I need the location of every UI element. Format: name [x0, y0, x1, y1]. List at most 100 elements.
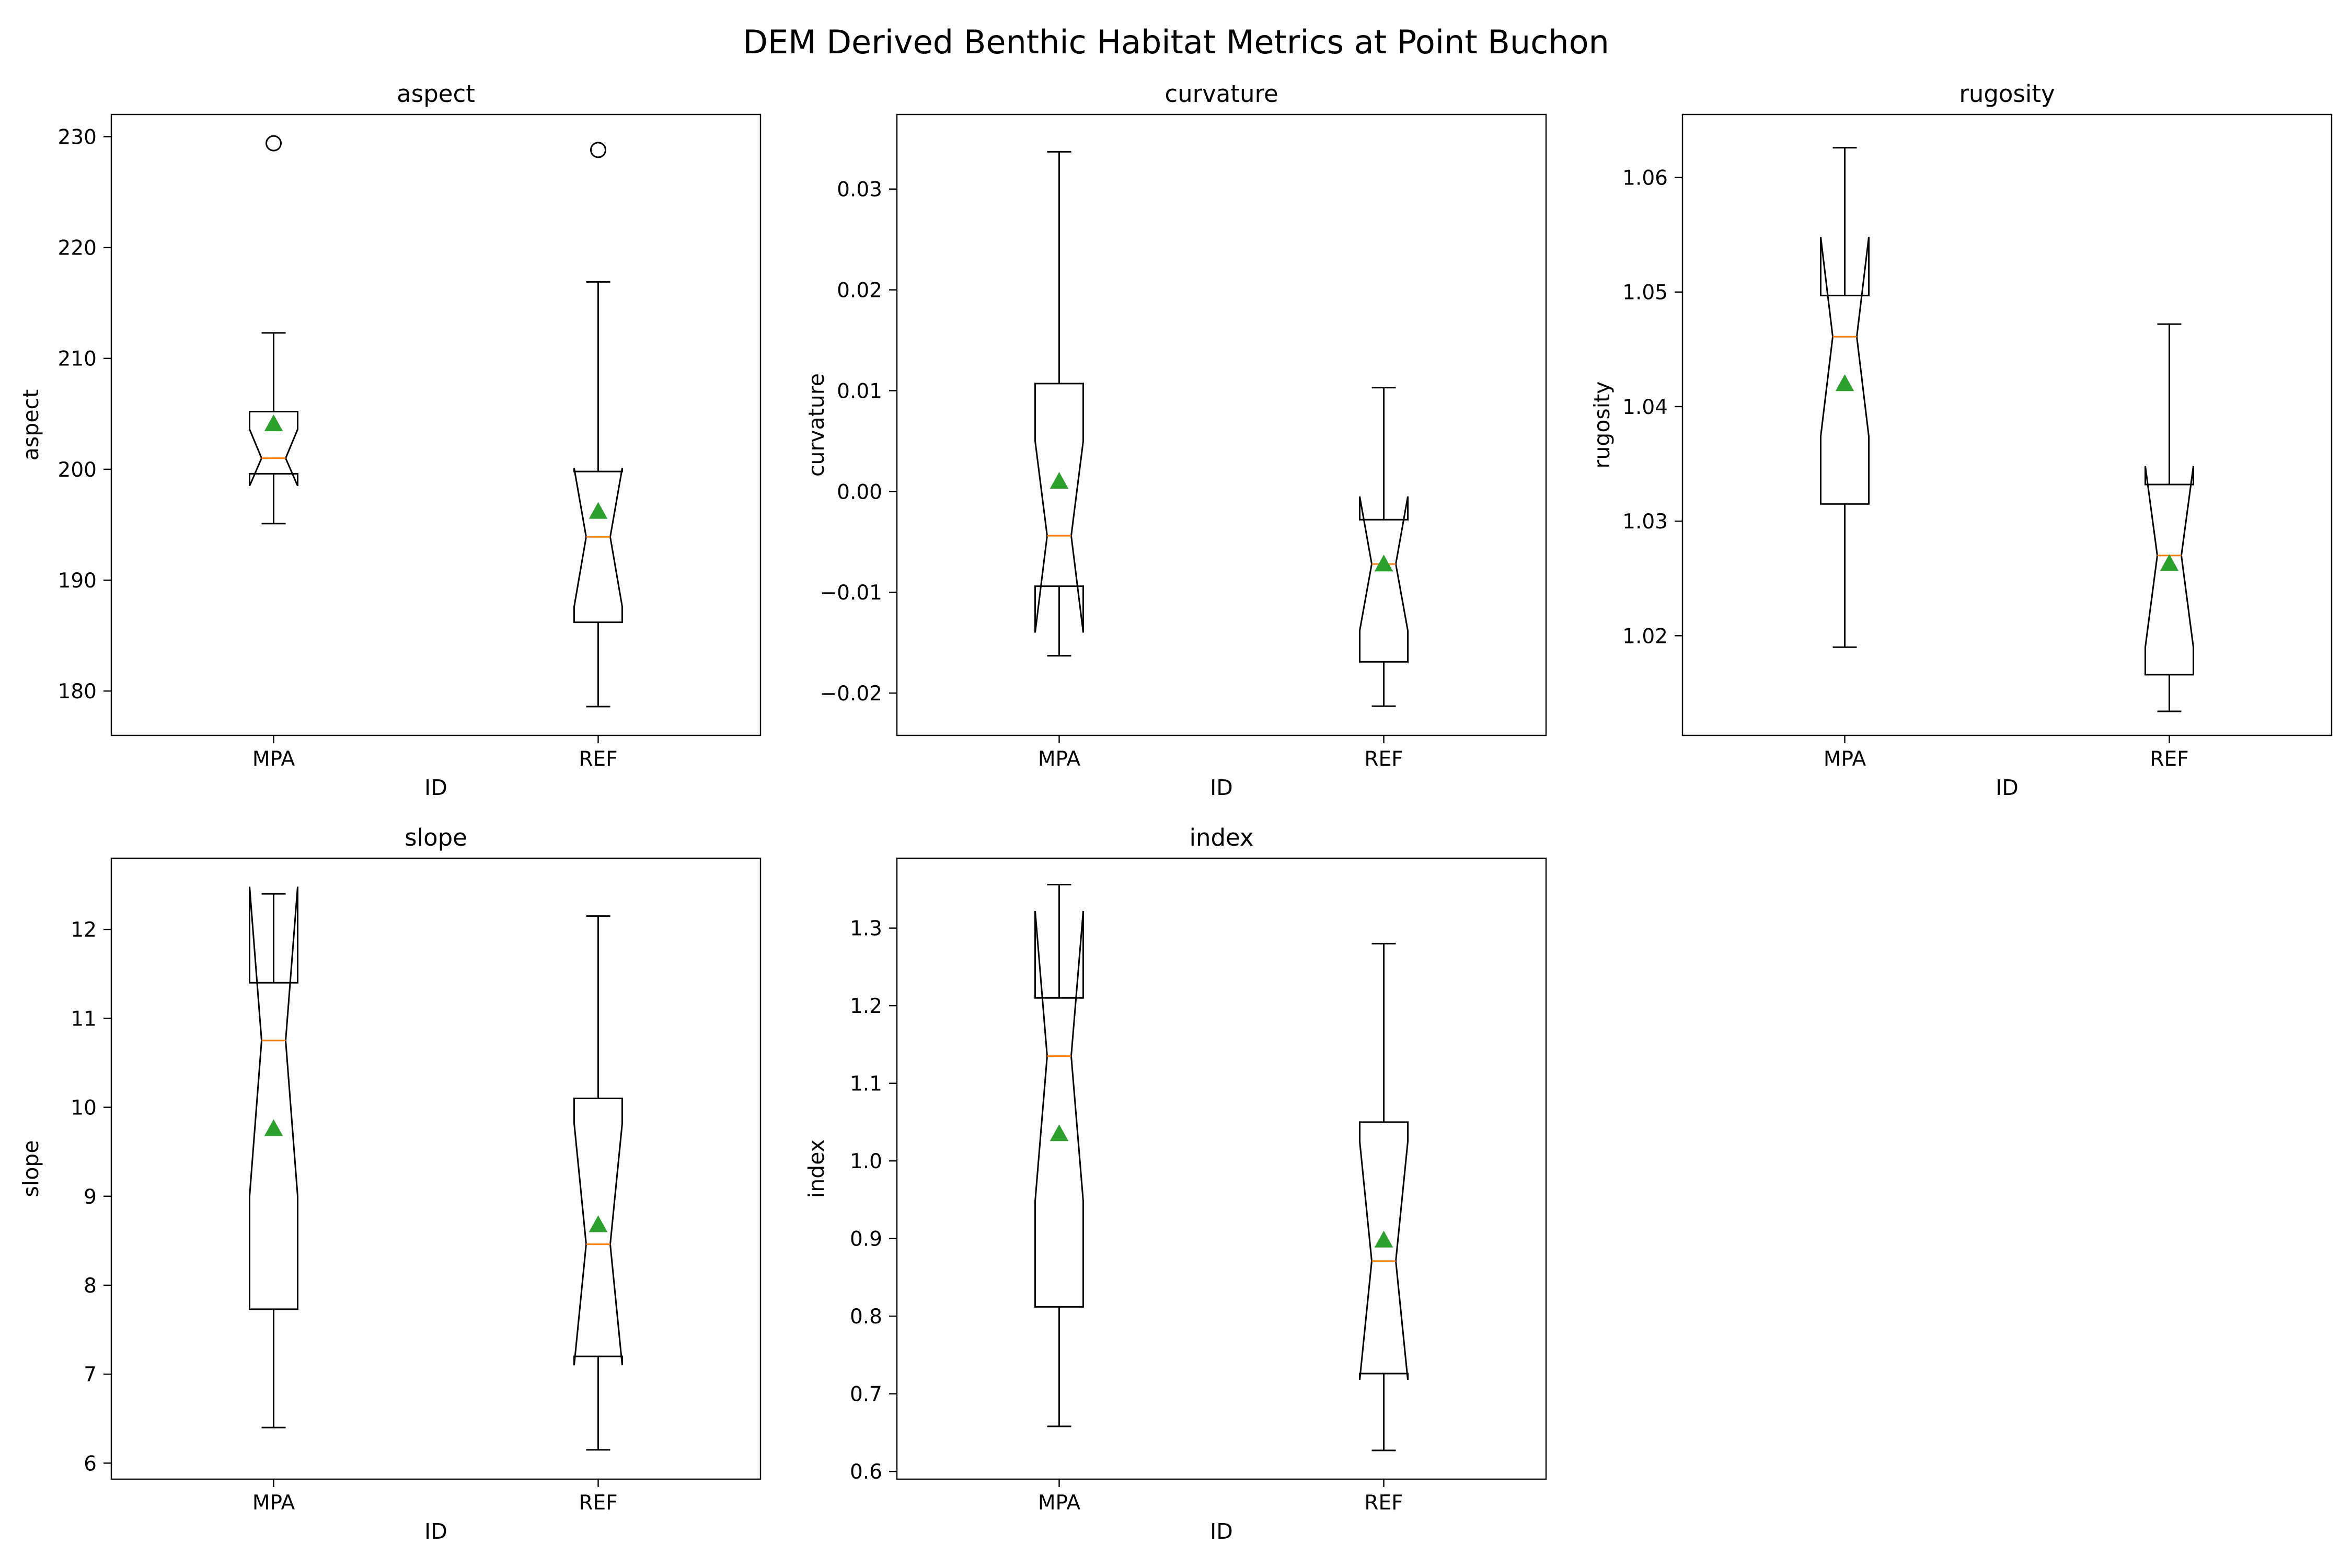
y-tick-label: 11 — [71, 1007, 97, 1031]
mean-marker — [1835, 374, 1854, 391]
y-tick-label: 1.0 — [850, 1150, 882, 1173]
box-MPA — [1034, 151, 1084, 657]
y-tick-label: 1.05 — [1622, 281, 1668, 305]
mean-marker — [1374, 555, 1393, 572]
subplot-title: curvature — [1165, 80, 1278, 108]
notched-box — [2145, 466, 2194, 676]
notched-box — [573, 1098, 623, 1366]
y-tick-label: 0.03 — [837, 178, 882, 202]
y-tick-label: 12 — [71, 918, 97, 942]
axes-frame — [1681, 113, 2333, 736]
y-tick-label: 200 — [58, 458, 97, 482]
subplot-title: rugosity — [1959, 80, 2055, 108]
box-REF — [2145, 323, 2194, 712]
mean-marker — [1050, 1124, 1069, 1142]
figure-title: DEM Derived Benthic Habitat Metrics at P… — [743, 23, 1609, 61]
notched-box — [249, 411, 298, 487]
y-tick-label: 0.7 — [850, 1383, 882, 1406]
subplot-aspect: aspect 180 190 200 210 220 230 MPA REF ID aspect — [18, 80, 762, 800]
y-axis-label: slope — [18, 1140, 43, 1197]
x-axis-label: ID — [424, 775, 447, 800]
box-REF — [573, 915, 623, 1451]
y-tick-label: 1.06 — [1622, 167, 1668, 190]
notched-box — [1359, 1121, 1409, 1380]
x-axis-label: ID — [1210, 1519, 1233, 1544]
x-axis-label: ID — [424, 1519, 447, 1544]
box-MPA — [249, 886, 298, 1428]
axes-frame — [896, 857, 1547, 1480]
notched-box — [1820, 237, 1870, 505]
subplot-title: index — [1189, 824, 1253, 851]
y-tick-label: 0.6 — [850, 1460, 882, 1484]
subplot-index: index 0.6 0.7 0.8 0.9 1.0 1.1 1.2 1.3 MPA REF ID ind… — [804, 824, 1547, 1544]
x-tick-label: MPA — [1038, 1491, 1081, 1515]
subplot-slope: slope 6 7 8 9 10 11 12 MPA REF ID slope — [18, 824, 762, 1544]
y-tick-label: 190 — [58, 569, 97, 593]
y-tick-label: 1.1 — [850, 1073, 882, 1096]
y-tick-label: 1.2 — [850, 995, 882, 1018]
y-tick-label: 180 — [58, 680, 97, 704]
x-axis-label: ID — [1210, 775, 1233, 800]
box-REF — [573, 142, 623, 708]
x-tick-label: REF — [2150, 747, 2188, 771]
y-tick-label: 6 — [84, 1452, 97, 1475]
x-tick-label: MPA — [1824, 747, 1866, 771]
mean-marker — [589, 502, 608, 519]
box-REF — [1359, 942, 1409, 1451]
x-axis-label: ID — [1996, 775, 2019, 800]
axes-frame — [110, 857, 762, 1480]
y-tick-label: 10 — [71, 1097, 97, 1120]
y-axis-label: aspect — [18, 389, 43, 460]
x-tick-label: REF — [579, 1491, 617, 1515]
mean-marker — [589, 1215, 608, 1232]
y-tick-label: 7 — [84, 1363, 97, 1387]
box-MPA — [1034, 883, 1084, 1427]
subplot-grid: aspect 180 190 200 210 220 230 MPA REF ID aspect cu… — [18, 80, 2333, 1544]
y-tick-label: 1.03 — [1622, 510, 1668, 534]
y-tick-label: 220 — [58, 237, 97, 260]
x-tick-label: MPA — [252, 747, 295, 771]
subplot-rugosity: rugosity 1.02 1.03 1.04 1.05 1.06 MPA REF ID rugo… — [1589, 80, 2333, 800]
y-tick-label: 0.8 — [850, 1305, 882, 1329]
subplot-title: slope — [405, 824, 467, 851]
y-tick-label: 1.3 — [850, 917, 882, 941]
y-tick-label: 0.01 — [837, 379, 882, 403]
subplot-title: aspect — [397, 80, 475, 108]
x-tick-label: REF — [1364, 747, 1403, 771]
notched-box — [1359, 496, 1409, 663]
box-MPA — [249, 135, 298, 525]
notched-box — [1034, 383, 1084, 633]
flier-point — [266, 135, 282, 152]
y-tick-label: 0.00 — [837, 480, 882, 504]
axes-frame — [110, 113, 762, 736]
y-axis-label: index — [804, 1139, 829, 1198]
x-tick-label: MPA — [1038, 747, 1081, 771]
x-tick-label: MPA — [252, 1491, 295, 1515]
notched-box — [249, 886, 298, 1310]
y-tick-label: 0.9 — [850, 1228, 882, 1251]
box-MPA — [1820, 147, 1870, 648]
y-tick-label: −0.02 — [820, 682, 882, 706]
y-axis-label: rugosity — [1589, 381, 1615, 468]
x-tick-label: REF — [1364, 1491, 1403, 1515]
y-tick-label: 230 — [58, 125, 97, 149]
y-tick-label: 9 — [84, 1185, 97, 1209]
y-tick-label: 1.04 — [1622, 396, 1668, 419]
axes-frame — [896, 113, 1547, 736]
mean-marker — [2160, 554, 2179, 571]
notched-box — [1034, 910, 1084, 1308]
subplot-curvature: curvature −0.02 −0.01 0.00 0.01 0.02 0.03 MPA RE… — [804, 80, 1547, 800]
mean-marker — [1374, 1230, 1393, 1248]
mean-marker — [1050, 471, 1069, 489]
y-tick-label: 0.02 — [837, 279, 882, 303]
y-tick-label: 8 — [84, 1274, 97, 1298]
y-axis-label: curvature — [804, 373, 829, 477]
box-REF — [1359, 387, 1409, 707]
mean-marker — [264, 414, 283, 431]
x-tick-label: REF — [579, 747, 617, 771]
mean-marker — [264, 1119, 283, 1136]
flier-point — [590, 142, 606, 158]
y-tick-label: −0.01 — [820, 581, 882, 605]
